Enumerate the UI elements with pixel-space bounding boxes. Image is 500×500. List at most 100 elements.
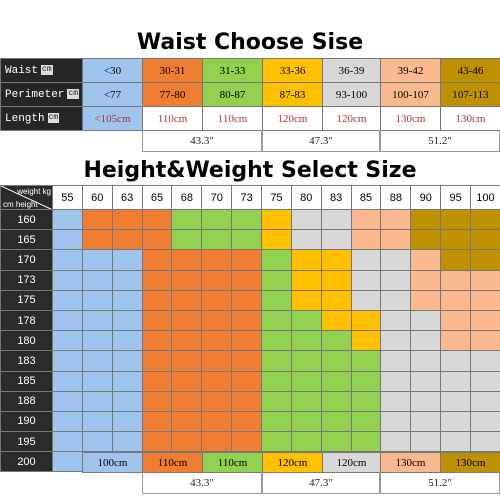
- size-cell: [350, 431, 382, 453]
- bottom-length-cell: 130cm: [380, 452, 441, 473]
- height-row: 175: [0, 289, 500, 311]
- corner-height-label: cm height: [3, 200, 38, 209]
- size-cell: [231, 370, 263, 392]
- size-cell: [290, 289, 322, 311]
- size-cell: [231, 390, 263, 412]
- size-cell: [380, 309, 412, 332]
- waist-row-header: Length cm: [0, 106, 83, 131]
- size-cell: [410, 390, 442, 412]
- bottom-length-cell: 120cm: [322, 452, 381, 473]
- size-cell: [320, 390, 352, 412]
- waist-row-label: Perimeter: [5, 88, 65, 101]
- waist-inch-1: 43.3″: [142, 130, 262, 152]
- size-cell: [350, 410, 382, 433]
- waist-cell: 110cm: [142, 106, 203, 131]
- size-cell: [320, 289, 352, 311]
- height-row: 188: [0, 390, 500, 412]
- weight-header: 90: [410, 185, 442, 210]
- size-cell: [440, 208, 472, 231]
- waist-row-label: Waist: [5, 64, 39, 77]
- size-cell: [52, 370, 83, 392]
- size-cell: [141, 350, 173, 372]
- size-cell: [81, 249, 113, 271]
- size-cell: [111, 350, 143, 372]
- size-cell: [111, 431, 143, 453]
- size-cell: [410, 410, 442, 433]
- size-cell: [201, 309, 233, 332]
- size-cell: [201, 249, 233, 271]
- size-cell: [52, 431, 83, 453]
- size-cell: [470, 309, 500, 332]
- size-cell: [81, 208, 113, 231]
- size-cell: [350, 390, 382, 412]
- height-row: 195: [0, 431, 500, 453]
- size-cell: [52, 249, 83, 271]
- size-cell: [141, 229, 173, 251]
- size-cell: [201, 269, 233, 291]
- weight-header: 65: [141, 185, 173, 210]
- size-cell: [171, 269, 203, 291]
- size-cell: [470, 289, 500, 311]
- waist-cell: 30-31: [142, 58, 203, 83]
- height-header: 200: [0, 451, 53, 473]
- size-cell: [111, 269, 143, 291]
- height-header: 175: [0, 289, 53, 311]
- corner-divider: weight kg cm height: [1, 186, 51, 209]
- weight-header: 73: [231, 185, 263, 210]
- height-row: 178: [0, 309, 500, 332]
- waist-cell: 100-107: [380, 82, 441, 107]
- size-cell: [81, 431, 113, 453]
- size-cell: [380, 350, 412, 372]
- height-header: 165: [0, 229, 53, 251]
- bottom-inch-2: 47.3″: [262, 472, 380, 494]
- size-cell: [470, 431, 500, 453]
- weight-header: 70: [201, 185, 233, 210]
- size-cell: [380, 370, 412, 392]
- size-cell: [410, 431, 442, 453]
- size-cell: [141, 431, 173, 453]
- weight-header: 85: [350, 185, 382, 210]
- size-cell: [410, 229, 442, 251]
- size-cell: [141, 309, 173, 332]
- size-cell: [261, 249, 292, 271]
- size-cell: [350, 249, 382, 271]
- waist-cell: 80-87: [202, 82, 263, 107]
- size-cell: [320, 370, 352, 392]
- weight-header: 63: [111, 185, 143, 210]
- size-cell: [81, 390, 113, 412]
- weight-header: 100: [470, 185, 500, 210]
- size-cell: [410, 330, 442, 352]
- height-row: 170: [0, 249, 500, 271]
- height-header: 190: [0, 410, 53, 433]
- waist-cell: 120cm: [262, 106, 323, 131]
- size-cell: [111, 289, 143, 311]
- size-cell: [440, 431, 472, 453]
- size-cell: [141, 289, 173, 311]
- waist-cell: 130cm: [380, 106, 441, 131]
- size-cell: [141, 390, 173, 412]
- waist-cell: <77: [82, 82, 143, 107]
- hw-section-title: Height&Weight Select Size: [83, 158, 417, 183]
- size-cell: [261, 431, 292, 453]
- bottom-length-cell: 110cm: [202, 452, 263, 473]
- weight-header: 60: [81, 185, 113, 210]
- size-cell: [440, 410, 472, 433]
- size-cell: [231, 410, 263, 433]
- height-header: 183: [0, 350, 53, 372]
- size-cell: [261, 370, 292, 392]
- height-header: 188: [0, 390, 53, 412]
- unit-badge: cm: [41, 64, 53, 75]
- height-row: 190: [0, 410, 500, 433]
- size-cell: [320, 249, 352, 271]
- weight-header: 75: [261, 185, 292, 210]
- size-cell: [141, 370, 173, 392]
- size-cell: [261, 289, 292, 311]
- size-cell: [201, 208, 233, 231]
- weight-header-row: weight kg cm height 55 60 63 65 68 70 73 75 80 83 85…: [0, 185, 500, 210]
- corner-weight-label: weight kg: [16, 187, 51, 196]
- size-cell: [440, 309, 472, 332]
- size-cell: [261, 330, 292, 352]
- size-cell: [290, 330, 322, 352]
- size-cell: [440, 390, 472, 412]
- size-cell: [171, 249, 203, 271]
